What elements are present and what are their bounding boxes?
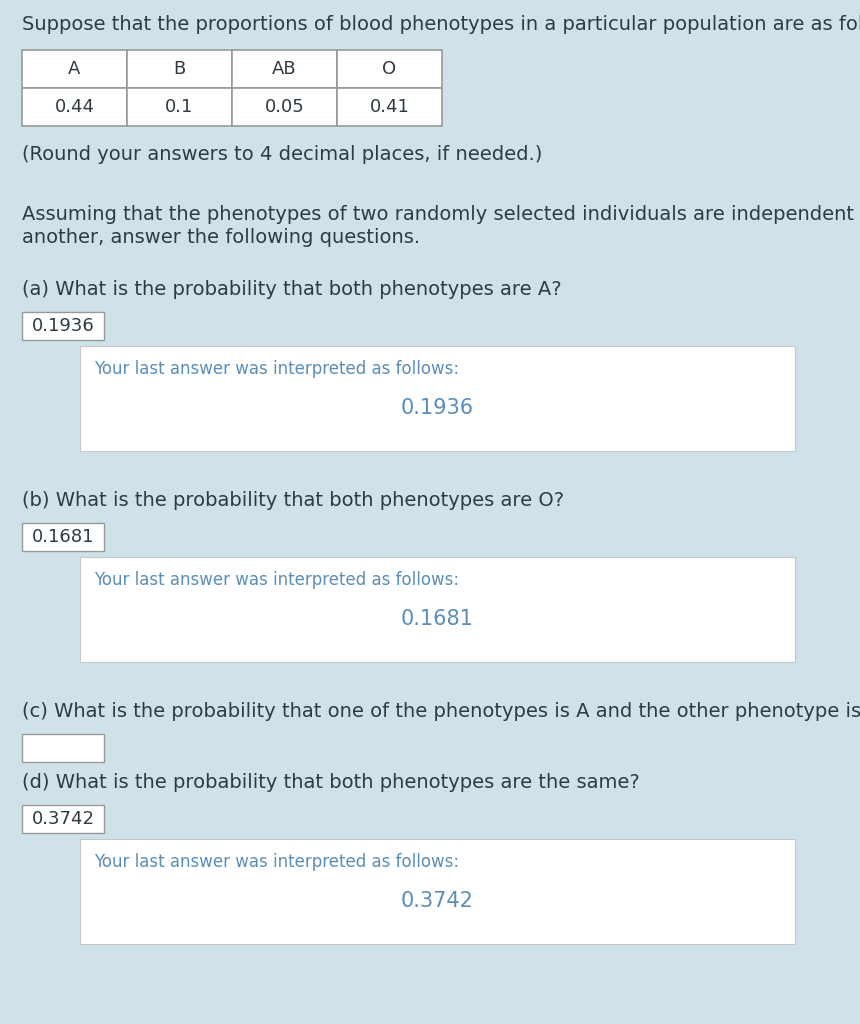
Text: AB: AB bbox=[272, 60, 297, 78]
Bar bbox=[80, 346, 795, 451]
Text: Assuming that the phenotypes of two randomly selected individuals are independen: Assuming that the phenotypes of two rand… bbox=[22, 205, 860, 224]
Bar bbox=[232, 88, 337, 126]
Text: (b) What is the probability that both phenotypes are O?: (b) What is the probability that both ph… bbox=[22, 490, 564, 510]
Text: 0.3742: 0.3742 bbox=[401, 891, 474, 911]
Text: Your last answer was interpreted as follows:: Your last answer was interpreted as foll… bbox=[94, 571, 459, 589]
Bar bbox=[80, 557, 795, 662]
Bar bbox=[22, 523, 104, 551]
Text: Your last answer was interpreted as follows:: Your last answer was interpreted as foll… bbox=[94, 360, 459, 378]
Text: O: O bbox=[383, 60, 396, 78]
Text: (a) What is the probability that both phenotypes are A?: (a) What is the probability that both ph… bbox=[22, 280, 562, 299]
Text: A: A bbox=[68, 60, 81, 78]
Bar bbox=[22, 734, 104, 762]
Bar bbox=[127, 50, 232, 88]
Text: 0.1936: 0.1936 bbox=[32, 317, 95, 335]
Text: (c) What is the probability that one of the phenotypes is A and the other phenot: (c) What is the probability that one of … bbox=[22, 702, 860, 721]
Bar bbox=[22, 312, 104, 340]
Text: (d) What is the probability that both phenotypes are the same?: (d) What is the probability that both ph… bbox=[22, 773, 640, 792]
Text: Suppose that the proportions of blood phenotypes in a particular population are : Suppose that the proportions of blood ph… bbox=[22, 15, 860, 34]
Bar bbox=[232, 50, 337, 88]
Text: B: B bbox=[174, 60, 186, 78]
Text: 0.44: 0.44 bbox=[54, 98, 95, 116]
Text: 0.05: 0.05 bbox=[265, 98, 304, 116]
Bar bbox=[127, 88, 232, 126]
Text: (Round your answers to 4 decimal places, if needed.): (Round your answers to 4 decimal places,… bbox=[22, 145, 543, 164]
Text: Your last answer was interpreted as follows:: Your last answer was interpreted as foll… bbox=[94, 853, 459, 871]
Text: 0.41: 0.41 bbox=[370, 98, 409, 116]
Bar bbox=[22, 88, 127, 126]
Bar bbox=[337, 50, 442, 88]
Text: 0.1: 0.1 bbox=[165, 98, 194, 116]
Text: 0.1681: 0.1681 bbox=[401, 609, 474, 629]
Text: 0.1681: 0.1681 bbox=[32, 528, 95, 546]
Bar bbox=[22, 805, 104, 833]
Text: 0.3742: 0.3742 bbox=[32, 810, 95, 828]
Bar bbox=[22, 50, 127, 88]
Bar bbox=[80, 839, 795, 944]
Bar bbox=[337, 88, 442, 126]
Text: 0.1936: 0.1936 bbox=[401, 398, 474, 418]
Text: another, answer the following questions.: another, answer the following questions. bbox=[22, 228, 421, 247]
